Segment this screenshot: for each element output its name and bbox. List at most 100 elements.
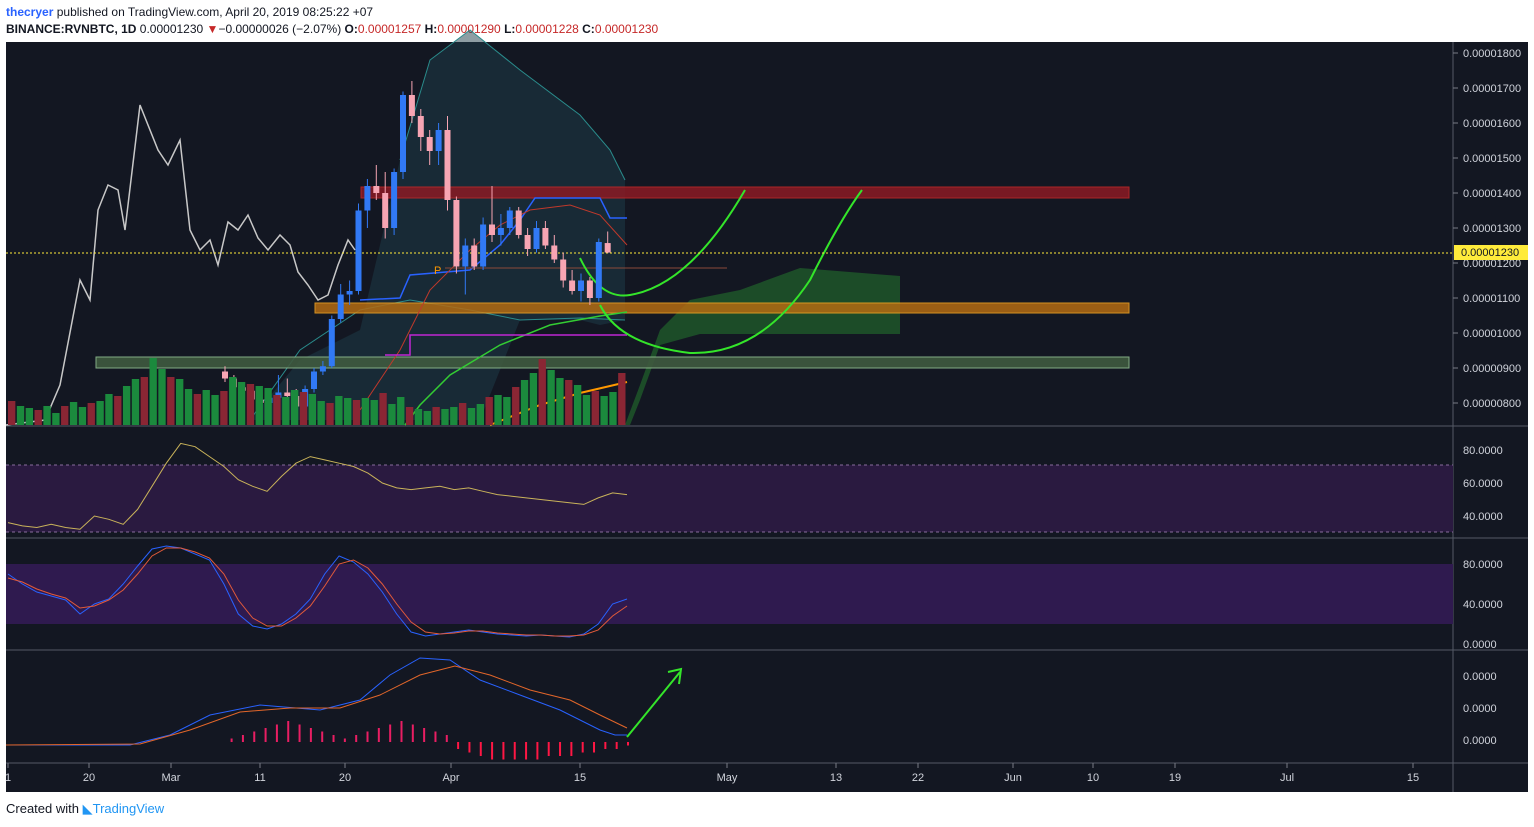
projection-curve-2 xyxy=(599,189,863,355)
candle xyxy=(551,245,558,260)
volume-bar xyxy=(618,373,626,425)
candle xyxy=(471,245,478,267)
candle xyxy=(560,259,567,281)
pivot-label: P xyxy=(434,265,441,277)
price-chart[interactable]: P 0.000018000.000017000.000016000.000015… xyxy=(0,0,1534,800)
low-value: 0.00001228 xyxy=(515,22,579,36)
candle xyxy=(382,193,389,228)
macd-bar xyxy=(457,742,460,749)
macd-bar xyxy=(264,728,267,742)
volume-bar xyxy=(131,379,140,425)
low-label: L: xyxy=(504,22,516,36)
macd-bar xyxy=(479,742,482,756)
volume-bar xyxy=(237,382,246,425)
macd-bar xyxy=(615,742,618,749)
volume-bar xyxy=(264,388,272,425)
volume-bar xyxy=(441,409,449,425)
candle xyxy=(533,228,540,249)
macd-arrow-icon xyxy=(626,667,683,738)
publish-text: published on TradingView.com, April 20, … xyxy=(56,5,374,19)
macd-bar xyxy=(570,742,573,756)
volume-bar xyxy=(34,410,42,425)
volume-bar xyxy=(282,397,290,425)
volume-bar xyxy=(591,391,599,425)
tradingview-logo-icon: ◣ xyxy=(82,801,93,816)
volume-bar xyxy=(414,409,423,425)
candle xyxy=(346,291,353,295)
volume-bar xyxy=(405,407,414,425)
volume-bar xyxy=(25,408,34,425)
volume-bar xyxy=(220,391,228,425)
volume-bar xyxy=(246,384,255,425)
bollinger-band xyxy=(250,30,625,420)
macd-bar xyxy=(366,731,369,742)
volume-bar xyxy=(96,401,104,425)
volume-group xyxy=(8,358,626,425)
macd-bar xyxy=(536,742,539,760)
volume-bar xyxy=(140,377,148,425)
candle xyxy=(489,224,495,235)
candle xyxy=(542,228,549,246)
stoch-tick-label: 0.0000 xyxy=(1463,639,1497,651)
stoch-d-line xyxy=(7,547,628,637)
rsi-line xyxy=(7,442,628,530)
candle xyxy=(400,95,406,172)
volume-bar xyxy=(503,397,511,425)
macd-tick-label: 0.0000 xyxy=(1463,703,1497,715)
candle xyxy=(480,224,487,267)
macd-bar xyxy=(377,728,380,742)
candle xyxy=(373,186,380,193)
current-price-tag-text: 0.00001230 xyxy=(1461,247,1519,259)
macd-bar xyxy=(491,742,494,760)
time-axis[interactable]: 1 20 Mar 11 20 Apr 15 May 13 22 Jun 10 19 Jul 15 xyxy=(5,763,1419,784)
candle xyxy=(417,116,424,137)
macd-bar xyxy=(581,742,584,753)
volume-bar xyxy=(529,373,538,425)
volume-bar xyxy=(547,370,555,425)
tradingview-brand[interactable]: TradingView xyxy=(92,801,165,816)
volume-bar xyxy=(335,396,343,425)
candle xyxy=(569,280,576,291)
volume-bar xyxy=(290,390,299,425)
volume-bar xyxy=(450,407,458,425)
bollinger-upper xyxy=(399,29,626,181)
price-tick-label: 0.00001800 xyxy=(1463,48,1521,60)
price-axis[interactable]: 0.00001800 0.00001700 0.00001600 0.00001500… xyxy=(1453,48,1521,410)
candle xyxy=(595,242,602,298)
price-tick-label: 0.00001300 xyxy=(1463,223,1521,235)
volume-bar xyxy=(538,359,546,425)
symbol-name: BINANCE:RVNBTC, 1D xyxy=(6,22,137,36)
author-name[interactable]: thecryer xyxy=(6,5,54,19)
time-tick-label: 22 xyxy=(912,772,924,784)
macd-histogram xyxy=(230,721,629,760)
symbol-info: BINANCE:RVNBTC, 1D 0.00001230 ▼−0.000000… xyxy=(6,22,658,36)
stoch-tick-label: 40.0000 xyxy=(1463,599,1503,611)
time-tick-label: 10 xyxy=(1087,772,1099,784)
volume-bar xyxy=(494,395,502,425)
rsi-tick-label: 80.0000 xyxy=(1463,445,1503,457)
price-tick-label: 0.00001500 xyxy=(1463,153,1521,165)
candle xyxy=(426,137,433,151)
resistance-zone xyxy=(360,186,1130,199)
macd-bar xyxy=(230,738,233,742)
volume-bar xyxy=(105,394,113,425)
price-tick-label: 0.00001000 xyxy=(1463,328,1521,340)
macd-bar xyxy=(355,735,358,742)
macd-bar xyxy=(445,735,448,742)
macd-bar xyxy=(343,738,346,742)
macd-bar xyxy=(287,721,290,742)
macd-bar xyxy=(411,724,414,742)
macd-bar xyxy=(253,731,256,742)
volume-bar xyxy=(565,380,573,425)
macd-bar xyxy=(513,742,516,760)
volume-bar xyxy=(255,386,263,425)
macd-bar xyxy=(241,735,244,742)
rsi-band xyxy=(6,465,1453,532)
candle xyxy=(284,392,291,396)
time-tick-label: Jul xyxy=(1280,772,1294,784)
created-with-text: Created with xyxy=(6,801,79,816)
macd-bar xyxy=(559,742,562,756)
macd-bar xyxy=(423,728,426,742)
candle xyxy=(408,95,415,116)
last-price: 0.00001230 xyxy=(139,22,204,36)
